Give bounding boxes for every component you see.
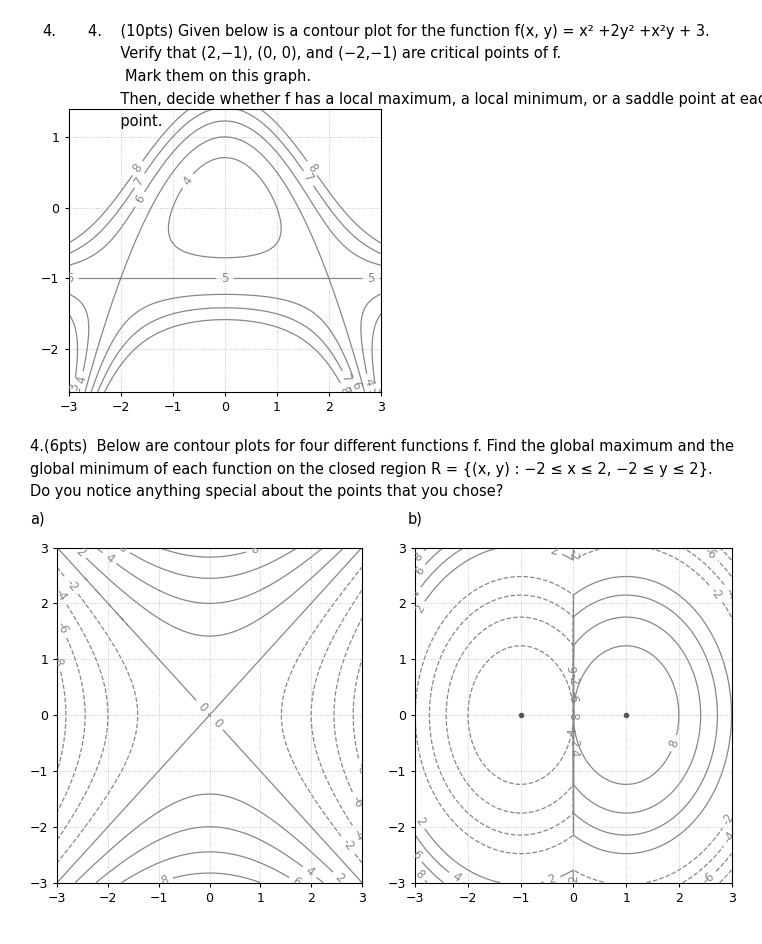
Text: 8: 8: [159, 873, 170, 888]
Text: 6: 6: [567, 666, 580, 673]
Text: Then, decide whether f has a local maximum, a local minimum, or a saddle point a: Then, decide whether f has a local maxim…: [88, 92, 762, 107]
Text: 2: 2: [72, 545, 87, 559]
Text: -2: -2: [62, 577, 80, 594]
Text: 6: 6: [290, 874, 303, 889]
Text: b): b): [408, 512, 423, 527]
Text: 8: 8: [249, 542, 260, 557]
Text: 7: 7: [132, 174, 147, 187]
Text: 5: 5: [367, 272, 375, 285]
Text: 2: 2: [567, 739, 580, 747]
Text: -4: -4: [350, 826, 367, 843]
Text: 2: 2: [549, 544, 560, 559]
Text: 5: 5: [66, 272, 74, 285]
Text: -6: -6: [567, 691, 580, 703]
Text: 0: 0: [195, 700, 210, 714]
Text: 5: 5: [222, 272, 229, 285]
Text: Mark them on this graph.: Mark them on this graph.: [88, 69, 311, 84]
Text: global minimum of each function on the closed region R = {(x, y) : −2 ≤ x ≤ 2, −: global minimum of each function on the c…: [30, 462, 713, 477]
Text: 4: 4: [303, 865, 317, 880]
Text: -8: -8: [50, 653, 66, 668]
Text: 4: 4: [180, 174, 195, 188]
Text: 8: 8: [411, 550, 425, 565]
Text: -6: -6: [701, 545, 719, 562]
Text: -4: -4: [722, 585, 739, 602]
Text: -8: -8: [354, 762, 370, 777]
Text: -4: -4: [52, 587, 69, 604]
Text: Verify that (2,−1), (0, 0), and (−2,−1) are critical points of f.: Verify that (2,−1), (0, 0), and (−2,−1) …: [88, 46, 561, 61]
Text: 6: 6: [349, 379, 363, 392]
Text: Do you notice anything special about the points that you chose?: Do you notice anything special about the…: [30, 484, 504, 499]
Text: 2: 2: [412, 815, 427, 828]
Text: 8: 8: [130, 161, 145, 175]
Text: 2: 2: [546, 872, 558, 887]
Text: 7: 7: [338, 373, 354, 385]
Text: -2: -2: [567, 673, 580, 685]
Text: 6: 6: [412, 565, 427, 579]
Text: 6: 6: [116, 541, 129, 556]
Text: 4.(6pts)  Below are contour plots for four different functions f. Find the globa: 4.(6pts) Below are contour plots for fou…: [30, 439, 735, 454]
Text: -4: -4: [721, 829, 738, 846]
Text: 4: 4: [361, 378, 376, 387]
Text: -2: -2: [719, 811, 737, 827]
Text: 0: 0: [210, 716, 224, 731]
Text: 2: 2: [412, 602, 427, 615]
Text: 2: 2: [332, 871, 347, 885]
Text: -4: -4: [567, 727, 580, 739]
Text: -6: -6: [348, 794, 366, 810]
Text: a): a): [30, 512, 45, 527]
Text: -2: -2: [339, 836, 357, 853]
Text: 6: 6: [133, 193, 147, 206]
Text: 8: 8: [337, 384, 352, 397]
Text: -6: -6: [700, 870, 717, 887]
Text: -2: -2: [567, 874, 580, 885]
Text: 4: 4: [75, 375, 88, 385]
Text: 8: 8: [411, 868, 426, 882]
Text: -2: -2: [707, 585, 725, 602]
Text: 4.: 4.: [42, 24, 56, 39]
Text: 4: 4: [408, 587, 424, 601]
Text: 3: 3: [67, 382, 82, 391]
Text: 4: 4: [567, 750, 580, 756]
Text: 6: 6: [409, 848, 424, 862]
Text: point.: point.: [88, 114, 162, 129]
Text: -6: -6: [53, 620, 71, 636]
Text: -2: -2: [567, 548, 581, 561]
Text: 4: 4: [102, 550, 117, 565]
Text: 7: 7: [301, 172, 316, 185]
Text: 3: 3: [369, 386, 383, 395]
Text: 8: 8: [667, 738, 681, 749]
Text: -8: -8: [567, 709, 580, 720]
Text: 4: 4: [450, 870, 463, 885]
Text: 8: 8: [305, 161, 319, 175]
Text: 4.    (10pts) Given below is a contour plot for the function f(x, y) = x² +2y² +: 4. (10pts) Given below is a contour plot…: [88, 24, 709, 39]
